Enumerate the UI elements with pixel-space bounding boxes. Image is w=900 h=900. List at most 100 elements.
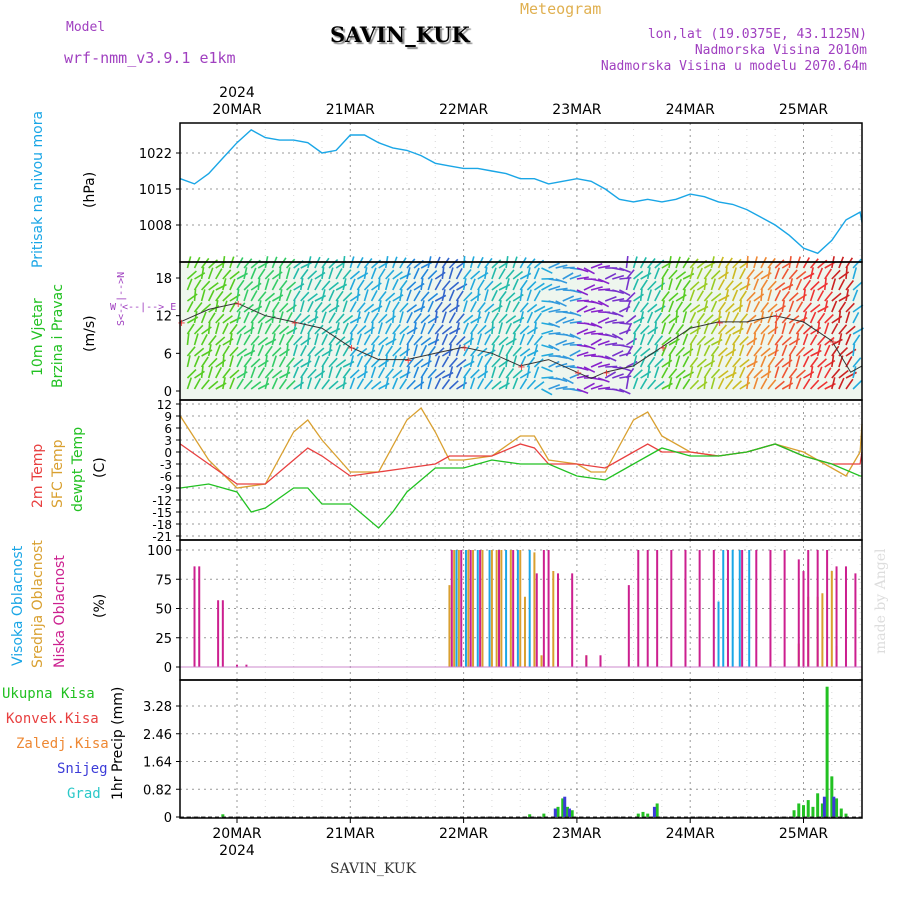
wind-barb	[732, 334, 741, 346]
wind-barb	[795, 323, 805, 335]
wind-barb	[512, 377, 519, 390]
wind-barb	[781, 322, 787, 335]
wind-barb	[384, 322, 392, 335]
wind-barb	[845, 378, 854, 390]
wind-barb	[264, 300, 271, 313]
wind-barb	[703, 337, 715, 346]
wind-barb	[696, 335, 706, 346]
y-tick-label: -21	[152, 530, 172, 544]
wind-barb	[668, 292, 679, 302]
wind-barb	[710, 270, 721, 280]
wind-barb	[746, 291, 756, 302]
wind-barb	[243, 281, 254, 291]
wind-barb	[370, 289, 378, 302]
wind-barb	[243, 366, 247, 379]
wind-barb	[802, 333, 809, 346]
wind-barb	[838, 310, 842, 324]
wind-barb	[370, 321, 374, 335]
wind-barb	[788, 345, 797, 357]
wind-barb	[845, 302, 855, 313]
panel-frame	[179, 122, 863, 263]
wind-barb	[526, 311, 534, 324]
wind-barb	[229, 278, 236, 291]
precip-total-bar	[802, 805, 805, 817]
wind-barb	[746, 322, 753, 335]
wind-barb	[823, 322, 830, 335]
wind-barb	[795, 369, 806, 379]
wind-barb	[653, 321, 657, 335]
wind-barb	[328, 289, 335, 302]
wind-barb	[257, 322, 263, 335]
wind-barb	[639, 288, 643, 302]
wind-barb	[285, 343, 289, 357]
wind-barb	[738, 299, 742, 313]
wind-speed-marker: +	[347, 343, 355, 354]
wind-barb	[498, 313, 508, 324]
y-tick-label: 3.28	[143, 700, 172, 715]
precip-hail-title: Grad	[67, 786, 101, 802]
precip-total-bar	[542, 813, 546, 817]
wind-barb	[519, 311, 524, 324]
wind-barb	[647, 258, 656, 269]
wind-barb	[703, 278, 707, 291]
wind-barb	[264, 323, 272, 335]
wind-barb	[823, 300, 829, 313]
model-name: wrf-nmm_v3.9.1 e1km	[64, 49, 236, 67]
wind-barb	[392, 377, 399, 390]
wind-barb	[328, 357, 338, 368]
wind-barb	[675, 278, 683, 291]
precip-snow-bar	[822, 796, 826, 817]
wind-barb	[824, 268, 833, 280]
wind-barb	[526, 303, 538, 313]
wind-barb	[349, 323, 358, 335]
wind-barb	[356, 288, 360, 302]
wind-barb	[654, 289, 662, 302]
wind-barb	[541, 329, 554, 335]
wind-barb	[639, 311, 645, 324]
wind-barb	[307, 323, 315, 335]
wind-barb	[753, 346, 763, 357]
precip-total-bar	[556, 806, 560, 817]
wind-barb	[541, 283, 553, 291]
wind-barb	[512, 323, 521, 335]
wind-barb	[215, 313, 225, 324]
wind-barb	[632, 377, 639, 390]
wind-barb	[498, 268, 506, 280]
precip-total-bar	[655, 803, 659, 817]
wind-barb	[760, 333, 766, 346]
wind-barb	[406, 366, 411, 379]
wind-barb	[519, 378, 528, 390]
wind-barb	[328, 312, 336, 324]
wind-barb	[477, 302, 486, 313]
wind-barb	[590, 286, 603, 291]
wind-barb	[746, 300, 752, 313]
wind-barb	[619, 388, 631, 395]
wind-barb	[222, 377, 226, 390]
wind-barb	[335, 359, 347, 368]
wind-barb	[427, 300, 434, 313]
wind-barb	[548, 383, 561, 390]
y-tick-label: 0	[164, 811, 172, 826]
wind-barb	[321, 311, 327, 324]
wind-barb	[356, 355, 364, 368]
wind-barb	[314, 333, 319, 346]
wind-barb	[668, 368, 678, 379]
wind-barb	[491, 380, 502, 390]
wind-barb	[328, 344, 332, 357]
wind-barb	[448, 267, 454, 280]
wind-barb	[526, 334, 535, 346]
wind-barb	[264, 355, 268, 368]
wind-barb	[767, 379, 777, 390]
wind-barb	[583, 322, 596, 327]
wind-barb	[611, 350, 624, 357]
wind-barb	[703, 291, 713, 302]
wind-barb	[286, 380, 296, 390]
wind-barb	[675, 271, 687, 280]
wind-speed-marker: +	[177, 318, 185, 329]
wind-barb	[548, 360, 560, 368]
y-tick-label: 0.82	[143, 783, 172, 798]
wind-barb	[229, 346, 239, 357]
y-tick-label: 9	[164, 410, 172, 424]
wind-barb	[788, 278, 794, 291]
wind-barb	[463, 291, 473, 302]
